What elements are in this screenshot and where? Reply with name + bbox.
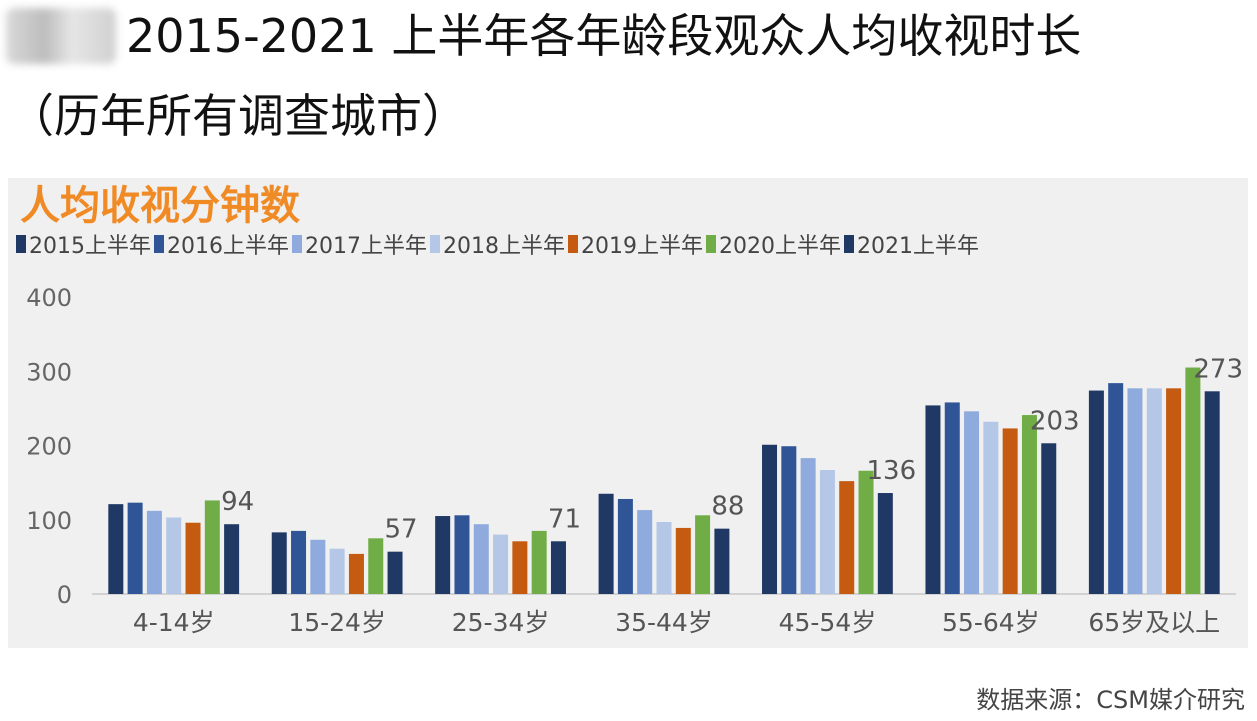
legend-item: 2018上半年	[430, 228, 565, 260]
bar	[108, 504, 124, 594]
y-tick-label: 300	[26, 358, 72, 386]
bar	[368, 538, 384, 594]
bar	[800, 458, 816, 594]
legend-item: 2017上半年	[292, 228, 427, 260]
legend-label: 2016上半年	[167, 234, 289, 259]
legend-label: 2015上半年	[29, 234, 151, 259]
legend-item: 2019上半年	[568, 228, 703, 260]
bar	[695, 515, 711, 594]
bar	[329, 548, 345, 594]
legend-swatch	[154, 235, 164, 253]
x-tick-label: 15-24岁	[288, 608, 386, 637]
bar	[983, 421, 999, 594]
bar	[675, 527, 691, 594]
bar	[1108, 383, 1124, 594]
bar	[1204, 391, 1220, 594]
bar	[387, 551, 403, 594]
bar	[435, 516, 451, 594]
bar	[858, 470, 874, 594]
bar	[512, 541, 528, 594]
bar	[819, 470, 835, 594]
legend-swatch	[292, 235, 302, 253]
bar	[550, 541, 566, 594]
legend-swatch	[706, 235, 716, 253]
bar	[531, 530, 547, 594]
data-label: 136	[867, 456, 917, 486]
bar	[944, 402, 960, 594]
legend-label: 2019上半年	[581, 234, 703, 259]
bar	[714, 528, 730, 594]
chart-title: 人均收视分钟数	[20, 183, 300, 229]
bar	[925, 405, 941, 594]
bar	[291, 530, 307, 594]
bar	[762, 444, 778, 594]
data-label: 71	[548, 504, 581, 534]
bar	[1166, 388, 1182, 594]
page-subtitle: （历年所有调查城市）	[8, 89, 468, 143]
x-tick-label: 4-14岁	[133, 608, 215, 637]
x-tick-label: 35-44岁	[615, 608, 713, 637]
y-tick-label: 0	[57, 581, 72, 609]
bar	[617, 498, 633, 594]
y-tick-label: 200	[26, 433, 72, 461]
page-title: 2015-2021 上半年各年龄段观众人均收视时长	[126, 9, 1082, 63]
data-label: 94	[221, 487, 254, 517]
x-tick-label: 65岁及以上	[1088, 608, 1220, 637]
data-label: 57	[384, 515, 417, 545]
data-label: 273	[1193, 354, 1243, 384]
bar	[598, 493, 614, 594]
bar	[348, 553, 364, 594]
bar	[877, 493, 893, 594]
x-tick-label: 25-34岁	[452, 608, 550, 637]
bar	[310, 539, 326, 594]
bar	[146, 510, 162, 594]
legend-swatch	[16, 235, 26, 253]
y-tick-label: 400	[26, 284, 72, 312]
bar	[656, 521, 672, 594]
bar	[964, 411, 980, 594]
bar	[637, 510, 653, 594]
legend-item: 2020上半年	[706, 228, 841, 260]
bar	[1146, 388, 1162, 594]
chart-legend: 2015上半年 2016上半年 2017上半年 2018上半年 2019上半年 2020上…	[16, 228, 982, 260]
bar	[224, 524, 240, 594]
bar	[1127, 388, 1143, 594]
legend-item: 2021上半年	[844, 228, 979, 260]
bar	[839, 481, 855, 594]
legend-swatch	[430, 235, 440, 253]
bar	[1088, 390, 1104, 594]
bar	[1002, 428, 1018, 594]
bar	[271, 532, 287, 594]
bar	[781, 446, 797, 594]
legend-item: 2015上半年	[16, 228, 151, 260]
bar	[166, 517, 182, 594]
source-note: 数据来源：CSM媒介研究	[976, 686, 1245, 714]
legend-swatch	[568, 235, 578, 253]
data-label: 88	[711, 492, 744, 522]
bar	[127, 502, 143, 594]
legend-item: 2016上半年	[154, 228, 289, 260]
y-tick-label: 100	[26, 507, 72, 535]
bar	[473, 524, 489, 594]
bar	[493, 534, 509, 594]
x-tick-label: 45-54岁	[779, 608, 877, 637]
legend-swatch	[844, 235, 854, 253]
logo-watermark	[6, 8, 116, 64]
legend-label: 2018上半年	[443, 234, 565, 259]
bar	[204, 500, 220, 594]
bar	[1021, 415, 1037, 594]
bar	[1041, 443, 1057, 594]
legend-label: 2017上半年	[305, 234, 427, 259]
x-tick-label: 55-64岁	[942, 608, 1040, 637]
bar	[454, 515, 470, 594]
bar	[185, 522, 201, 594]
legend-label: 2021上半年	[857, 234, 979, 259]
data-label: 203	[1030, 406, 1080, 436]
legend-label: 2020上半年	[719, 234, 841, 259]
bar	[1185, 367, 1201, 594]
